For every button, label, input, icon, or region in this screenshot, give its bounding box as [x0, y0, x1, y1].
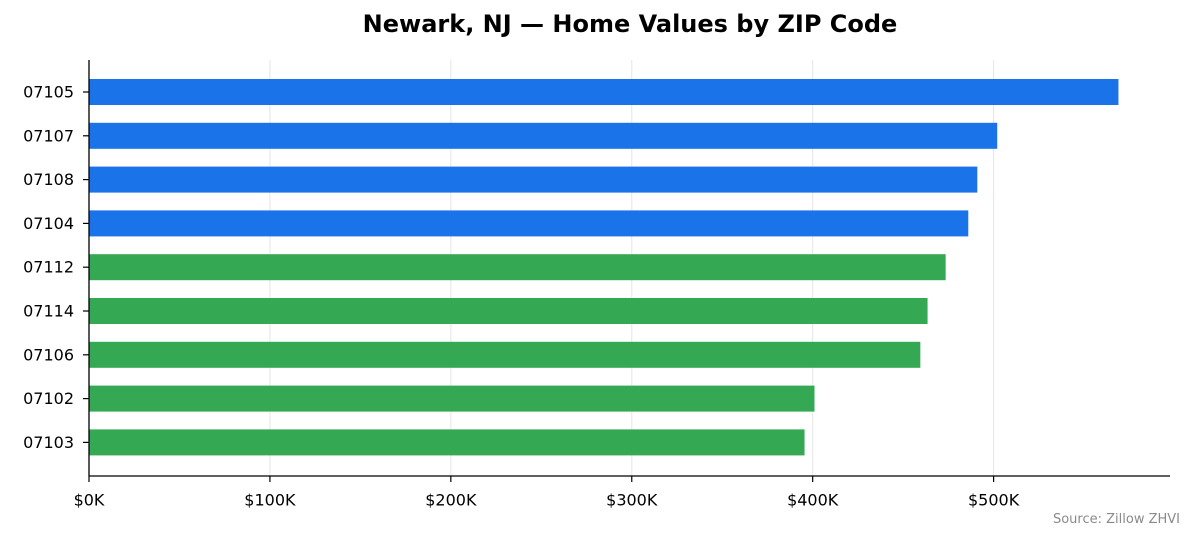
bar-07112: [89, 254, 946, 281]
x-tick-label-2: $200K: [425, 491, 477, 510]
chart-title: Newark, NJ — Home Values by ZIP Code: [362, 10, 898, 38]
bar-07114: [89, 298, 928, 324]
x-tick-label-4: $400K: [787, 491, 839, 510]
y-tick-label-07102: 07102: [23, 389, 74, 408]
y-tick-label-07103: 07103: [23, 433, 74, 452]
bar-07106: [89, 341, 921, 368]
y-tick-label-07106: 07106: [23, 345, 74, 364]
x-tick-label-1: $100K: [244, 491, 296, 510]
x-tick-label-3: $300K: [606, 491, 658, 510]
y-tick-label-07107: 07107: [23, 126, 74, 145]
y-tick-label-07114: 07114: [23, 302, 74, 321]
y-tick-label-07105: 07105: [23, 83, 74, 102]
x-tick-label-0: $0K: [74, 491, 105, 510]
bar-07102: [89, 385, 815, 412]
bar-07105: [89, 79, 1119, 105]
bar-07108: [89, 166, 978, 193]
y-tick-label-07104: 07104: [23, 214, 74, 233]
y-tick-label-07112: 07112: [23, 258, 74, 277]
bar-07104: [89, 210, 969, 237]
y-tick-label-07108: 07108: [23, 170, 74, 189]
source-note: Source: Zillow ZHVI: [1052, 512, 1180, 527]
bar-07103: [89, 429, 805, 456]
bar-07107: [89, 122, 998, 149]
x-tick-label-5: $500K: [968, 491, 1020, 510]
